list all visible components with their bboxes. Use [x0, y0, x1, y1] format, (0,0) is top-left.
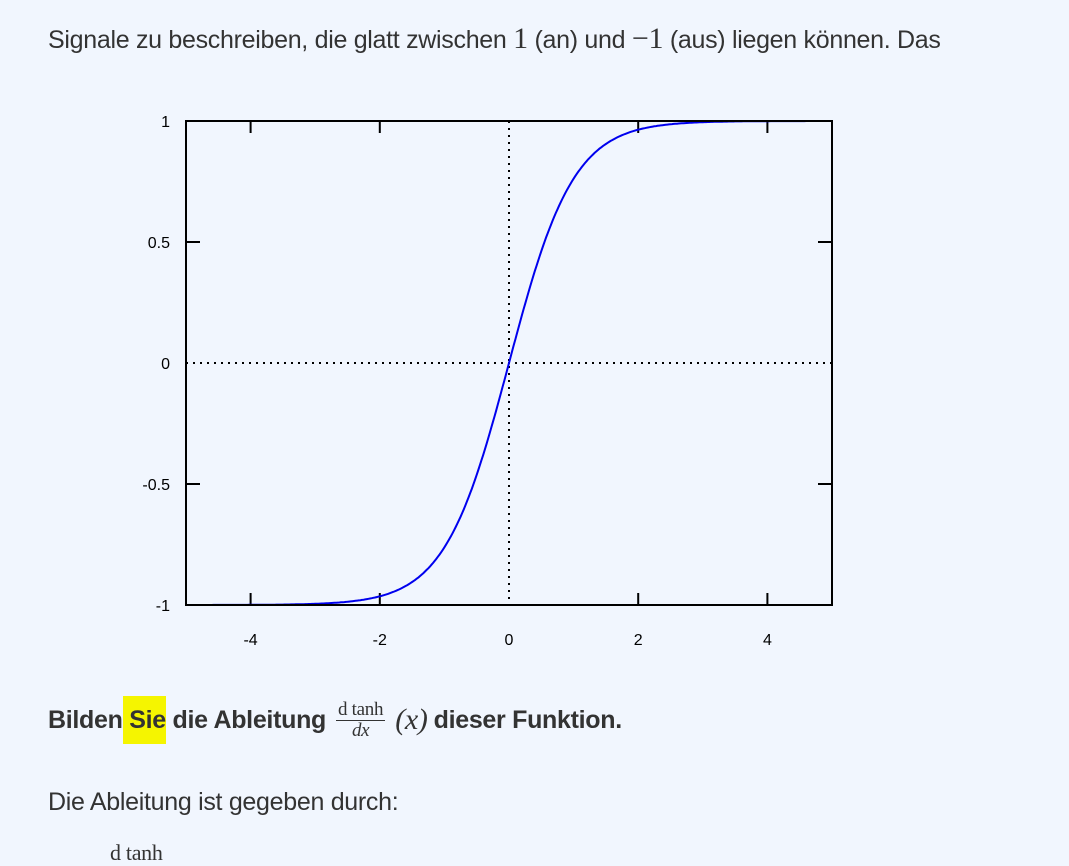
math-one: 1 [513, 22, 528, 55]
y-tick-label: 0 [161, 356, 170, 373]
math-minus-one: −1 [631, 22, 664, 55]
tanh-curve [186, 120, 832, 606]
plot-frame [185, 120, 833, 606]
x-tick-label: -2 [373, 632, 387, 649]
task-text: dieser Funktion. [433, 705, 623, 734]
task-text: die Ableitung [165, 705, 327, 734]
derivative-fraction: d tanh dx [336, 699, 386, 741]
intro-paragraph: Signale zu beschreiben, die glatt zwisch… [48, 22, 941, 56]
x-tick-label: 2 [634, 632, 643, 649]
x-tick-label: -4 [243, 632, 257, 649]
answer-paragraph: Die Ableitung ist gegeben durch: [48, 788, 399, 816]
y-tick-label: 0.5 [148, 235, 170, 252]
intro-text: Signale zu beschreiben, die glatt zwisch… [48, 26, 514, 54]
derivative-formula-partial: d tanh [110, 840, 163, 865]
y-tick-label: -0.5 [142, 477, 170, 494]
intro-text: (aus) liegen können. Das [663, 26, 941, 54]
y-tick-label: -1 [156, 598, 170, 615]
x-tick-label: 0 [505, 632, 514, 649]
fraction-denominator: dx [351, 719, 370, 741]
task-heading: Bilden Sie die Ableitung d tanh dx (x) diese… [48, 695, 623, 744]
tanh-chart: -4 -2 0 2 4 1 0.5 0 -0.5 -1 [142, 114, 833, 649]
fraction-numerator: d tanh [336, 699, 386, 721]
x-tick-label: 4 [763, 632, 772, 649]
highlighted-text: Sie [122, 695, 166, 744]
math-argument: (x) [395, 703, 428, 737]
y-tick-label: 1 [161, 114, 170, 131]
intro-text: (an) und [527, 26, 632, 54]
task-text: Bilden [48, 705, 123, 734]
